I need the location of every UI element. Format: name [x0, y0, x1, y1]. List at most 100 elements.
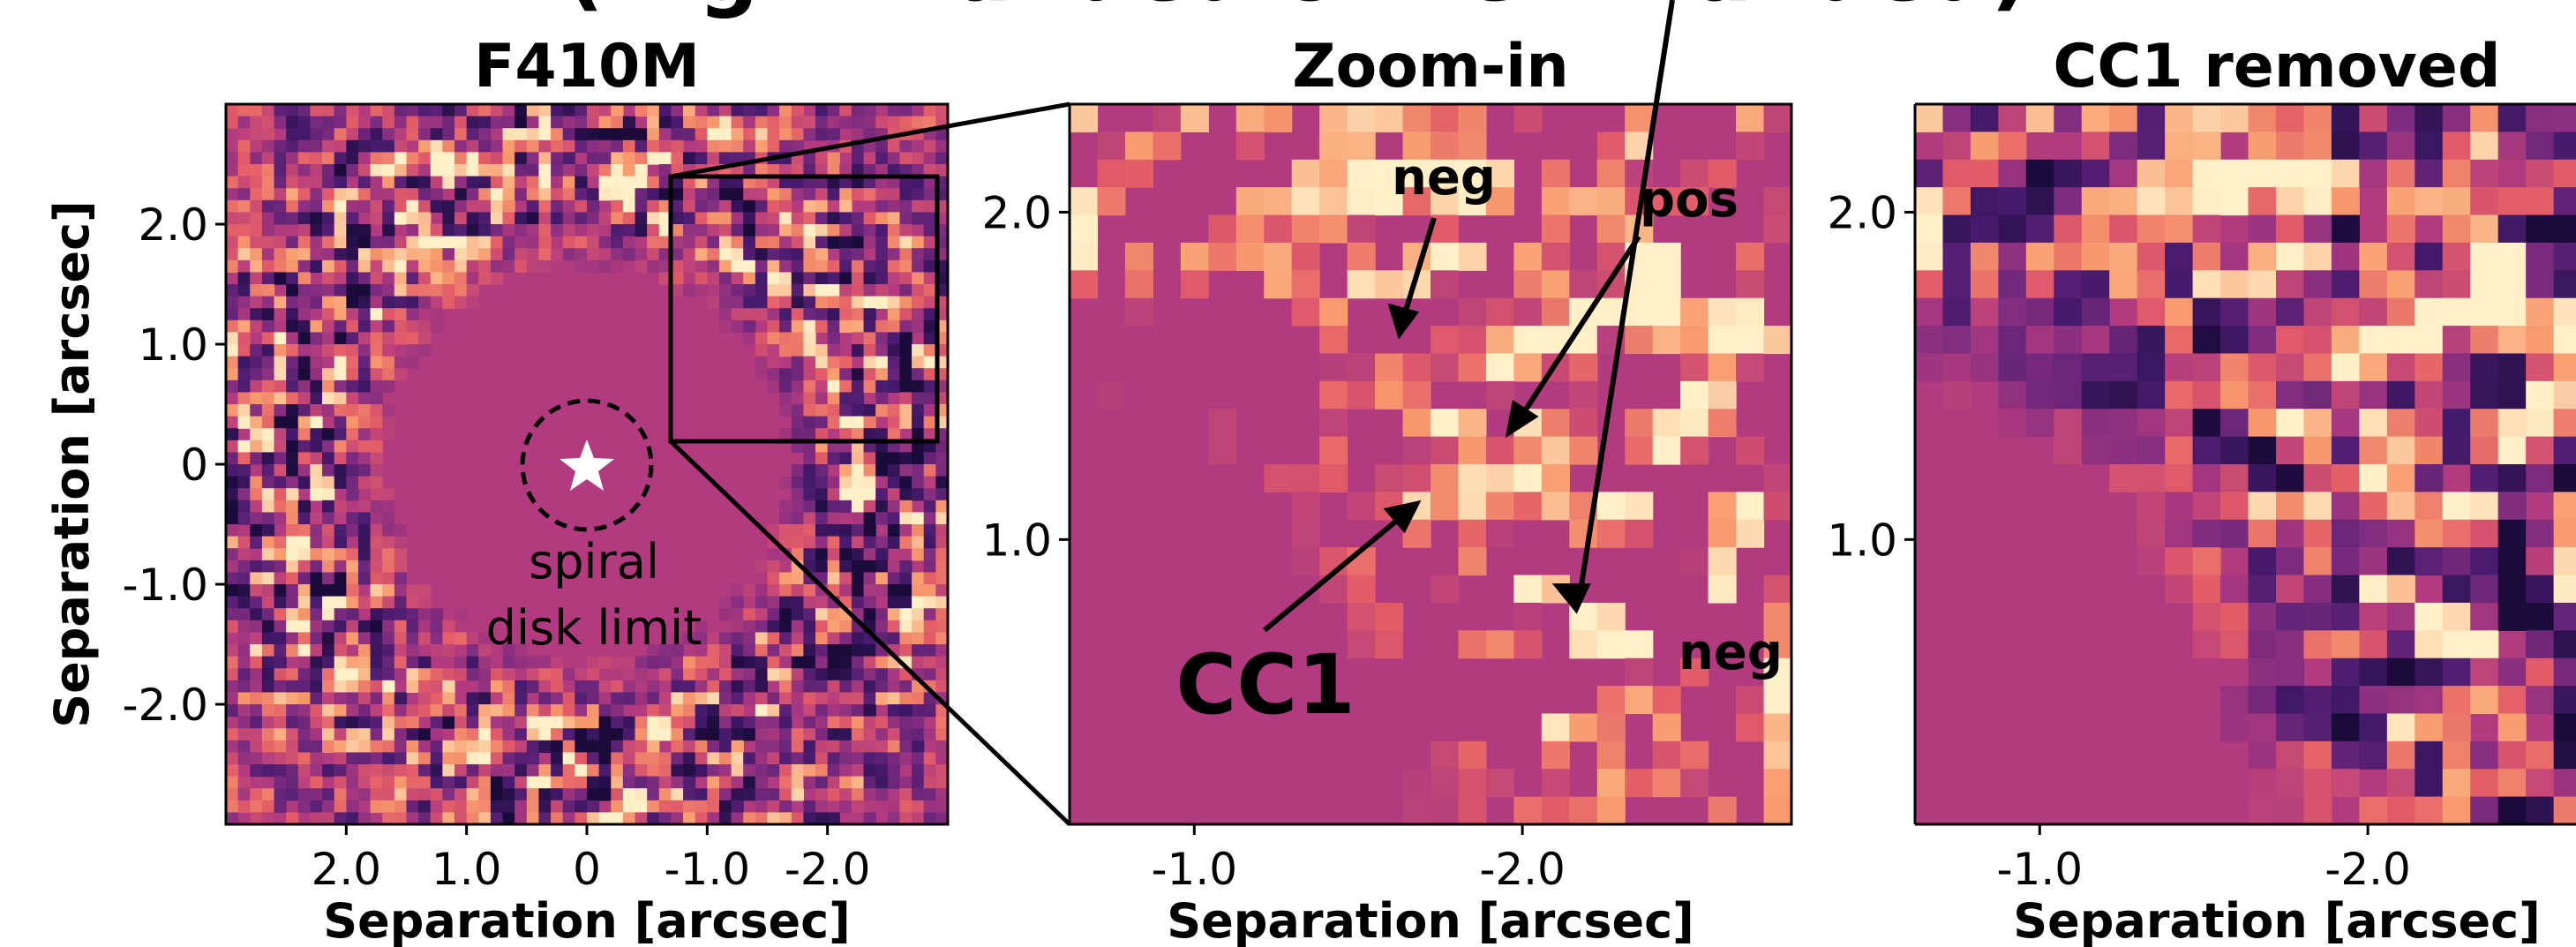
heatmap-cell — [2276, 326, 2305, 355]
heatmap-cell — [357, 259, 372, 273]
heatmap-cell — [755, 128, 769, 141]
heatmap-cell — [1680, 380, 1709, 410]
heatmap-cell — [261, 608, 275, 621]
heatmap-cell — [551, 728, 564, 741]
heatmap-cell — [297, 800, 312, 813]
heatmap-cell — [250, 752, 263, 765]
heatmap-cell — [226, 212, 239, 225]
heatmap-cell — [875, 176, 889, 189]
heatmap-cell — [827, 548, 840, 561]
heatmap-cell — [466, 740, 479, 753]
heatmap-cell — [875, 224, 889, 237]
heatmap-cell — [695, 104, 708, 117]
heatmap-cell — [406, 776, 419, 789]
heatmap-cell — [2331, 297, 2360, 327]
heatmap-cell — [707, 644, 720, 658]
heatmap-cell — [887, 584, 901, 598]
heatmap-cell — [875, 296, 889, 309]
heatmap-cell — [839, 356, 852, 369]
heatmap-cell — [2220, 242, 2249, 271]
heatmap-cell — [803, 248, 816, 261]
heatmap-cell — [226, 452, 239, 465]
heatmap-cell — [394, 800, 408, 813]
heatmap-cell — [250, 596, 263, 609]
heatmap-cell — [875, 164, 889, 177]
heatmap-cell — [538, 139, 552, 153]
heatmap-cell — [250, 620, 263, 633]
heatmap-cell — [923, 812, 936, 824]
heatmap-cell — [887, 428, 901, 441]
heatmap-cell — [2359, 104, 2388, 132]
heatmap-cell — [502, 776, 515, 789]
heatmap-cell — [587, 752, 600, 765]
heatmap-cell — [839, 236, 852, 249]
heatmap-cell — [226, 524, 239, 537]
heatmap-cell — [899, 104, 912, 117]
heatmap-cell — [2276, 464, 2305, 492]
heatmap-cell — [899, 596, 912, 609]
heatmap-cell — [357, 152, 372, 165]
heatmap-cell — [370, 548, 383, 561]
heatmap-cell — [912, 632, 925, 645]
heatmap-cell — [791, 464, 804, 477]
heatmap-cell — [863, 512, 876, 525]
heatmap-cell — [767, 788, 780, 801]
heatmap-cell — [827, 284, 840, 297]
heatmap-cell — [382, 152, 395, 165]
heatmap-cell — [912, 392, 925, 405]
heatmap-cell — [418, 704, 432, 718]
heatmap-cell — [1291, 270, 1320, 299]
heatmap-cell — [839, 776, 852, 789]
heatmap-cell — [695, 212, 708, 225]
heatmap-cell — [1998, 270, 2027, 299]
heatmap-cell — [743, 116, 756, 129]
heatmap-cell — [514, 680, 528, 693]
heatmap-cell — [851, 488, 865, 501]
heatmap-cell — [575, 716, 588, 729]
heatmap-cell — [382, 608, 395, 621]
heatmap-cell — [382, 668, 395, 681]
heatmap-cell — [274, 596, 287, 609]
heatmap-cell — [551, 764, 564, 778]
heatmap-cell — [370, 236, 383, 249]
heatmap-cell — [827, 788, 840, 801]
heatmap-cell — [2303, 409, 2332, 438]
heatmap-cell — [767, 104, 780, 117]
heatmap-cell — [2359, 740, 2388, 770]
heatmap-cell — [274, 296, 287, 309]
heatmap-cell — [2248, 713, 2277, 742]
heatmap-cell — [562, 788, 575, 801]
heatmap-cell — [598, 164, 612, 177]
heatmap-cell — [2470, 159, 2499, 188]
heatmap-cell — [1431, 326, 1460, 355]
heatmap-cell — [297, 716, 312, 729]
heatmap-cell — [1596, 159, 1626, 188]
heatmap-cell — [357, 788, 372, 801]
heatmap-cell — [250, 500, 263, 513]
x-tick-label: -2.0 — [2324, 844, 2411, 895]
heatmap-cell — [357, 332, 372, 345]
heatmap-cell — [406, 284, 419, 297]
heatmap-cell — [755, 776, 769, 789]
heatmap-cell — [923, 800, 936, 813]
panel-cc1-removed: CC1 removed -1.0 -2.02.01.0 Separation [a… — [1827, 32, 2576, 947]
heatmap-cell — [875, 728, 889, 741]
heatmap-cell — [250, 356, 263, 369]
heatmap-cell — [923, 416, 936, 429]
heatmap-cell — [2526, 326, 2555, 355]
heatmap-cell — [514, 812, 528, 824]
heatmap-cell — [430, 644, 443, 658]
heatmap-cell — [237, 800, 251, 813]
heatmap-cell — [767, 296, 780, 309]
heatmap-cell — [237, 152, 251, 165]
heatmap-cell — [875, 319, 889, 333]
heatmap-cell — [2331, 519, 2360, 548]
heatmap-cell — [887, 248, 901, 261]
heatmap-cell — [598, 259, 612, 273]
heatmap-cell — [803, 680, 816, 693]
heatmap-cell — [707, 116, 720, 129]
heatmap-cell — [923, 139, 936, 153]
heatmap-cell — [839, 296, 852, 309]
heatmap-cell — [430, 608, 443, 621]
heatmap-cell — [2553, 214, 2576, 244]
